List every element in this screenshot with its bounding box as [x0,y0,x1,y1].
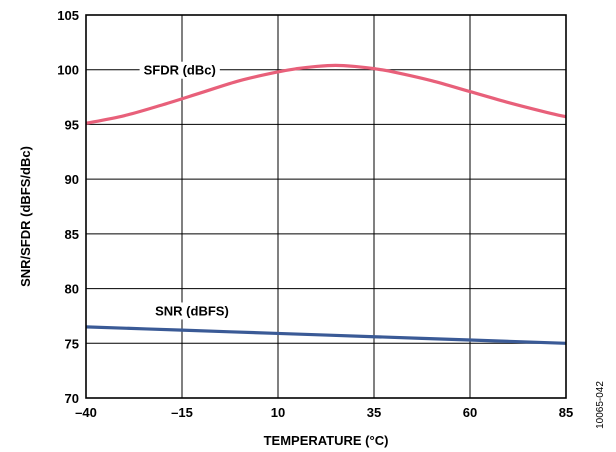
y-tick-label: 90 [65,172,79,187]
y-tick-label: 105 [57,8,79,23]
x-tick-label: –15 [171,405,193,420]
y-tick-label: 100 [57,63,79,78]
x-axis-title: TEMPERATURE (°C) [264,433,389,448]
series-line-sfdr-dbc [85,63,567,125]
y-tick-labels: 70 75 80 85 90 95 100 105 [57,8,79,406]
series-line-snr-dbfs [85,325,567,345]
figure-id: 10065-042 [595,381,606,429]
y-tick-label: 85 [65,227,79,242]
x-tick-labels: –40 –15 10 35 60 85 [75,405,573,420]
series-group: SFDR (dBc) SNR (dBFS) [85,61,567,345]
x-tick-label: 10 [271,405,285,420]
x-tick-label: –40 [75,405,97,420]
series-label-background [151,302,233,320]
y-axis-title: SNR/SFDR (dBFS/dBc) [18,146,33,287]
y-tick-label: 70 [65,391,79,406]
series-label-snr-dbfs: SNR (dBFS) [155,303,229,318]
x-tick-label: 60 [463,405,477,420]
plot-frame [85,14,567,399]
series-label-background [139,61,220,79]
y-tick-label: 80 [65,282,79,297]
x-tick-label: 85 [559,405,573,420]
series-label-sfdr-dbc: SFDR (dBc) [144,63,216,78]
x-tick-label: 35 [367,405,381,420]
y-tick-label: 95 [65,117,79,132]
y-tick-label: 75 [65,336,79,351]
